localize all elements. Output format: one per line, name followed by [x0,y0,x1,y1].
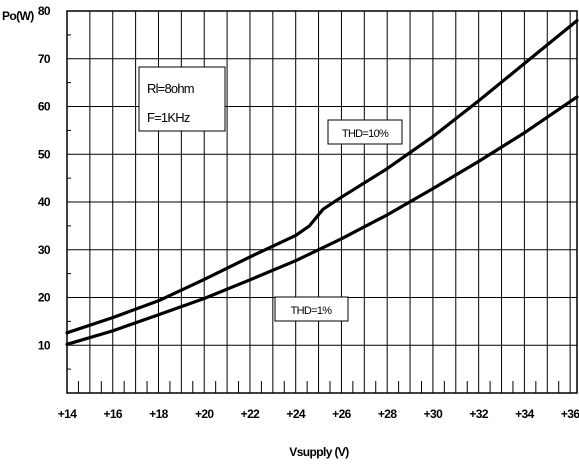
conditions-box-frame [138,66,226,132]
series-label-thd1-frame [274,296,349,322]
series-label-thd10: THD=10% [327,119,403,145]
plot-frame [66,10,578,394]
y-axis-tick-labels: 10 20 30 40 50 60 70 80 [38,4,52,352]
series-label-thd10-text: THD=10% [342,128,389,140]
y-tick-label: 30 [38,243,51,257]
x-axis-tick-labels: +14 +16 +18 +20 +22 +24 +26 +28 +30 +32 +34 +36 [58,407,579,421]
y-tick-label: 50 [38,147,51,161]
series-lines [65,19,579,346]
x-tick-label: +30 [424,407,443,421]
conditions-box: Rl=8ohm F=1KHz [138,66,226,132]
x-tick-label: +20 [195,407,214,421]
x-axis-title: Vsupply (V) [289,445,349,459]
y-tick-label: 40 [38,195,51,209]
y-tick-label: 60 [38,100,51,114]
series-label-thd1-text: THD=1% [291,305,333,317]
series-label-thd10-frame [327,119,403,145]
x-tick-label: +16 [103,407,122,421]
series-label-thd1: THD=1% [274,296,349,322]
x-tick-label: +18 [149,407,168,421]
y-tick-label: 70 [38,52,51,66]
x-tick-label: +14 [58,407,77,421]
x-tick-label: +36 [561,407,579,421]
x-tick-label: +32 [469,407,488,421]
x-tick-label: +24 [286,407,305,421]
y-axis-title: Po(W) [2,9,34,23]
x-tick-label: +34 [515,407,534,421]
condition-frequency: F=1KHz [147,110,190,125]
x-tick-label: +26 [332,407,351,421]
y-tick-label: 10 [38,338,51,352]
x-tick-label: +22 [241,407,260,421]
y-tick-label: 80 [38,4,51,18]
x-tick-label: +28 [378,407,397,421]
series-line-thd1 [65,95,579,346]
series-line-thd10 [65,19,579,335]
y-tick-label: 20 [38,291,51,305]
condition-load: Rl=8ohm [147,81,194,96]
